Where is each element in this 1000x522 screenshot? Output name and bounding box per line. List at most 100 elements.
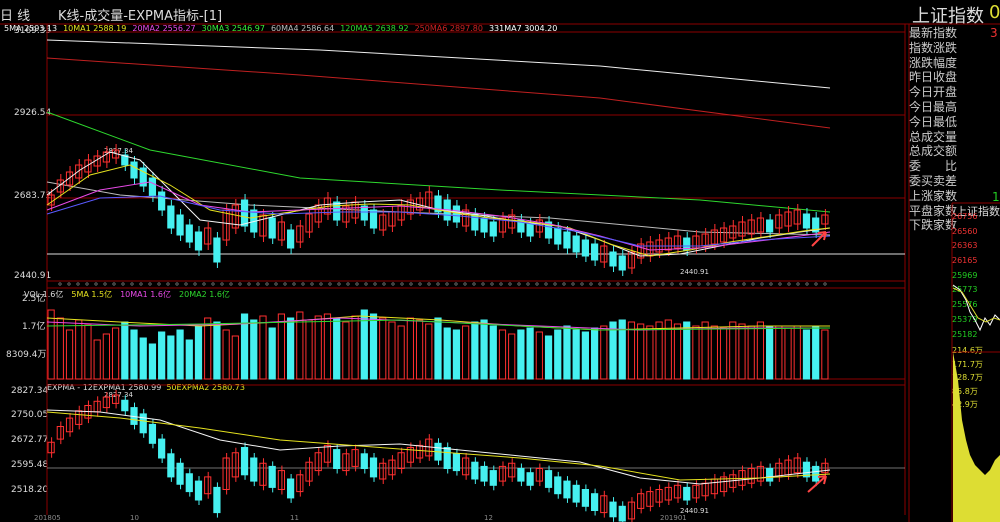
candle-body	[480, 217, 488, 233]
separator-dot	[805, 282, 809, 286]
separator-dot	[373, 282, 377, 286]
mini-price-tick: 26363	[952, 241, 978, 251]
candle-body	[360, 205, 368, 221]
arrow-icon	[807, 475, 827, 493]
intraday-avg-line	[952, 287, 1000, 323]
mini-price-tick: 25576	[952, 300, 978, 310]
separator-dot	[436, 282, 440, 286]
mini-volume-axis: 214.6万 171.7万 128.7万 85.8万 42.9万	[952, 345, 983, 413]
expma-y-tick: 2672.77	[11, 435, 49, 445]
candle-body	[812, 465, 820, 482]
separator-dot	[427, 282, 431, 286]
candle-body	[443, 447, 451, 469]
candle-body	[802, 213, 811, 229]
separator-dot	[526, 282, 530, 286]
separator-dot	[391, 282, 395, 286]
candle-body	[701, 233, 709, 247]
volume-bar	[793, 325, 801, 380]
candle-body	[167, 453, 175, 478]
separator-dot	[400, 282, 404, 286]
volume-bar	[766, 325, 774, 380]
candle-body	[111, 394, 120, 404]
candle-body	[379, 462, 387, 480]
candle-body	[204, 227, 212, 245]
separator-dot	[130, 282, 134, 286]
volume-bar	[388, 321, 396, 380]
candle-body	[231, 452, 239, 478]
candle-body	[369, 209, 378, 229]
volume-bar	[259, 315, 267, 380]
intraday-volume-area	[953, 352, 1000, 522]
candle-body	[333, 449, 341, 470]
separator-dot	[256, 282, 260, 286]
candle-body	[719, 476, 728, 493]
volume-bar	[379, 317, 387, 380]
separator-dot	[301, 282, 305, 286]
candle-body	[268, 465, 276, 488]
volume-y-tick: 1.7亿	[22, 322, 46, 332]
volume-bar	[305, 319, 313, 380]
separator-dot	[472, 282, 476, 286]
separator-dot	[337, 282, 341, 286]
candle-body	[600, 245, 608, 263]
ma-legend-item: EXPMA - 12EXPMA1 2580.99	[47, 383, 162, 392]
ma-legend-item: 120MA5 2638.92	[340, 24, 409, 33]
volume-bar	[747, 325, 755, 380]
volume-bar	[287, 317, 295, 380]
candle-body	[351, 449, 359, 467]
mini-price-tick: 26560	[952, 226, 978, 236]
volume-bar	[75, 319, 83, 380]
candle-body	[305, 461, 313, 482]
candle-body	[296, 225, 304, 243]
candle-body	[590, 493, 599, 512]
separator-dot	[157, 282, 161, 286]
candle-body	[526, 223, 534, 237]
volume-bar	[415, 319, 424, 380]
volume-bar	[729, 321, 737, 380]
separator-dot	[175, 282, 179, 286]
volume-bar	[425, 323, 433, 380]
volume-bar	[775, 325, 783, 380]
candle-body	[222, 457, 230, 490]
volume-bar	[627, 321, 636, 380]
right-info-panel: 最新指数 指数涨跌 涨跌幅度 昨日收盘 今日开盘 今日最高 今日最低 总成交量 总成交额委 比委…	[909, 26, 1000, 233]
candle-body	[756, 217, 765, 233]
candle-body	[821, 214, 829, 225]
separator-dot	[94, 282, 98, 286]
separator-dot	[166, 282, 170, 286]
candle-body	[793, 209, 801, 225]
volume-bar	[710, 325, 718, 380]
candle-body	[489, 470, 497, 486]
candle-body	[554, 476, 562, 495]
volume-bar	[268, 327, 276, 380]
info-field-label: 委买卖差	[909, 173, 958, 188]
separator-dot	[148, 282, 152, 286]
volume-bar	[121, 321, 129, 380]
period-label[interactable]: 日 线	[0, 9, 31, 24]
separator-dot	[697, 282, 701, 286]
info-field-label: 今日开盘	[909, 85, 958, 100]
volume-bar	[471, 321, 479, 380]
separator-dot	[346, 282, 350, 286]
separator-dot	[724, 282, 728, 286]
expma-y-tick: 2595.48	[11, 460, 49, 470]
separator-dot	[589, 282, 593, 286]
kline-ma-legend: 5MA 2593.13 10MA1 2588.19 20MA2 2556.27 30M…	[4, 24, 563, 33]
candle-body	[673, 484, 682, 499]
volume-bar	[323, 313, 332, 380]
candle-body	[452, 205, 461, 223]
mini-volume-tick: 214.6万	[952, 346, 983, 355]
candle-body	[130, 161, 138, 179]
volume-bar	[701, 321, 709, 380]
separator-dot	[382, 282, 386, 286]
separator-dot	[67, 282, 71, 286]
candle-body	[305, 213, 313, 233]
volume-bar	[213, 321, 221, 380]
candle-body	[480, 465, 488, 482]
volume-bar	[572, 329, 580, 380]
separator-dot	[643, 282, 647, 286]
separator-dot	[283, 282, 287, 286]
candle-body	[333, 201, 341, 221]
candle-body	[747, 468, 755, 484]
